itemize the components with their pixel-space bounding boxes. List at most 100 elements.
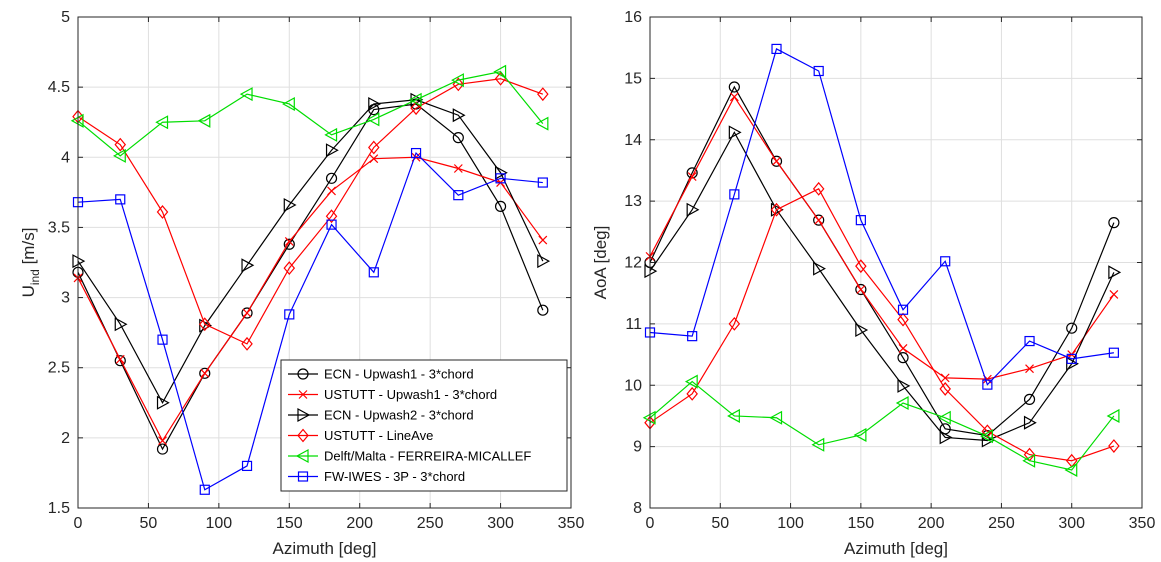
series-line [77,99,544,405]
data-point [327,186,336,196]
y-axis-label: AoA [deg] [591,226,610,300]
legend-entry: USTUTT - LineAve [288,428,433,443]
y-tick-label: 2.5 [48,360,70,377]
x-tick-label: 300 [487,515,514,532]
data-point [811,437,825,452]
data-point [939,381,951,396]
series-line [649,95,1115,380]
data-point [1023,415,1037,430]
data-point [1022,453,1036,468]
data-point [114,137,127,152]
data-point [771,43,782,55]
data-point [324,127,338,142]
data-point [814,215,824,225]
left-chart-panel: 0 50 100 150 200 250 300 350 1.5 2 2.5 3 3.5 4 4.5 5 Azi… [19,9,584,558]
data-point [538,235,548,245]
series-line [649,48,1114,386]
x-tick-label: 200 [346,515,373,532]
data-point [325,172,338,184]
series-line [77,103,544,451]
data-point [197,113,211,128]
data-point [537,304,549,316]
x-axis-label: Azimuth [deg] [844,539,948,558]
data-point [198,317,211,332]
legend-label: USTUTT - LineAve [324,428,433,443]
data-point [855,215,866,226]
legend-entry: FW-IWES - 3P - 3*chord [288,469,465,484]
series-2 [645,92,1119,384]
data-point [495,173,506,184]
legend-marker [297,428,309,443]
data-point [856,285,866,294]
x-tick-label: 0 [646,515,655,532]
series-6 [72,147,548,495]
data-point [1024,335,1035,347]
data-point [283,238,295,250]
data-point [156,205,169,219]
data-point [728,81,740,93]
data-point [451,73,464,88]
data-point [239,87,253,102]
legend-entry: USTUTT - Upwash1 - 3*chord [288,387,497,402]
series-1 [644,81,1120,442]
data-point [1108,347,1119,358]
data-point [686,386,698,401]
data-point [855,259,867,274]
y-tick-label: 3 [61,290,70,307]
x-tick-label: 0 [74,515,83,532]
data-point [241,258,255,273]
x-tick-label: 350 [1129,515,1156,532]
data-point [283,261,296,276]
data-point [114,317,128,332]
legend-marker [298,390,308,399]
data-point [369,154,379,164]
data-point [1066,353,1077,364]
series-line [77,78,544,345]
y-tick-label: 10 [624,377,642,394]
x-tick-label: 100 [206,515,233,532]
data-point [158,436,167,446]
data-point [410,147,422,159]
data-point [813,65,824,77]
legend-marker [297,368,309,380]
data-point [368,140,380,155]
data-point [156,395,170,410]
data-point [326,219,337,230]
data-point [812,181,825,196]
y-tick-label: 4.5 [48,79,70,96]
series-4 [72,71,549,351]
data-point [729,92,739,102]
data-point [156,443,169,455]
data-point [853,427,867,442]
x-tick-label: 300 [1058,515,1085,532]
data-point [1108,439,1120,453]
data-point [1025,364,1034,374]
data-point [452,132,464,144]
data-point [537,177,548,188]
data-point [728,316,741,331]
data-point [241,460,253,472]
y-tick-label: 1.5 [48,500,70,517]
x-tick-label: 50 [711,515,729,532]
y-tick-label: 3.5 [48,219,70,236]
data-point [115,354,125,364]
data-point [1109,289,1119,299]
y-tick-label: 11 [625,316,642,333]
data-point [939,430,953,445]
data-point [769,410,783,425]
right-chart-panel: 0 50 100 150 200 250 300 350 8 9 10 11 12 13 14 15 16 Azi… [591,9,1155,558]
data-point [284,237,294,246]
data-point [687,331,698,342]
y-tick-label: 13 [624,193,642,210]
data-point [855,323,869,338]
data-point [813,261,826,276]
data-point [453,190,464,201]
data-point [684,374,698,389]
y-tick-label: 8 [633,500,642,517]
data-point [200,368,210,378]
data-point [494,200,507,212]
data-point [199,367,211,379]
series-line [649,131,1115,442]
data-point [325,143,339,158]
data-point [1023,393,1036,405]
